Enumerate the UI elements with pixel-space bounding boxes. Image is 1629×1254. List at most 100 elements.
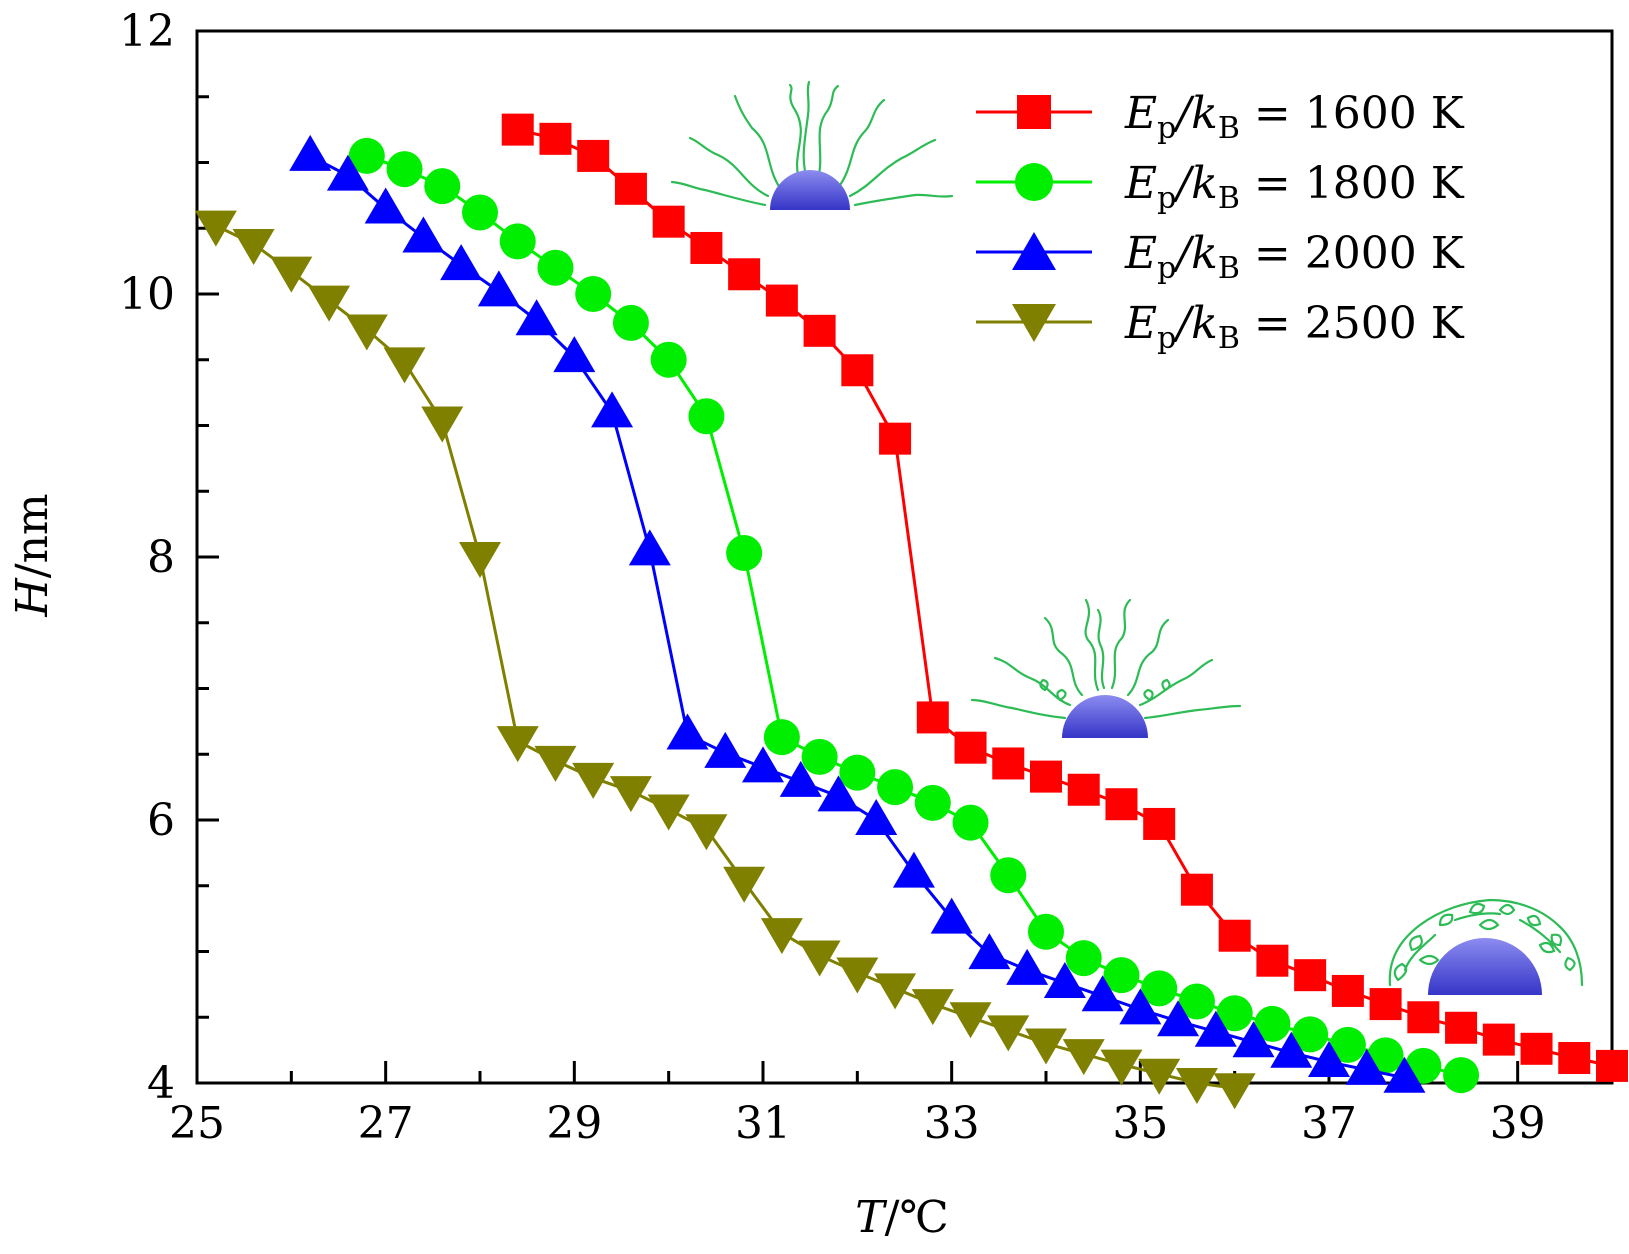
data-point-triangle-down: [308, 285, 351, 322]
data-point-square: [803, 314, 836, 347]
data-point-circle: [726, 535, 763, 572]
data-point-triangle-down: [1025, 1028, 1067, 1065]
legend-label-1600: Ep/kB = 1600 K: [1124, 88, 1465, 146]
data-point-square: [1067, 773, 1100, 806]
data-point-triangle-up: [1345, 1048, 1388, 1085]
data-point-triangle-down: [647, 794, 690, 831]
data-point-triangle-down: [194, 210, 237, 247]
data-point-square: [992, 747, 1025, 780]
series-triangle-up: [289, 134, 1426, 1093]
data-point-circle: [990, 857, 1027, 894]
data-point-triangle-up: [892, 851, 935, 888]
data-point-square: [1294, 959, 1327, 992]
data-point-circle: [1103, 957, 1140, 994]
data-point-triangle-up: [402, 216, 445, 253]
data-point-triangle-up: [1194, 1010, 1237, 1047]
series-layer: [194, 113, 1628, 1110]
data-point-triangle-down: [987, 1015, 1030, 1052]
data-point-square: [1558, 1042, 1591, 1075]
data-point-circle: [499, 223, 536, 260]
data-point-circle: [839, 754, 876, 791]
x-tick-label: 31: [735, 1098, 791, 1149]
data-point-circle: [1443, 1057, 1480, 1094]
data-point-triangle-down: [383, 347, 426, 384]
data-point-square: [1030, 760, 1062, 793]
polymer-brush-collapsed-illustration: [1388, 898, 1584, 995]
data-point-triangle-up: [1081, 975, 1124, 1012]
data-point-circle: [1141, 970, 1178, 1007]
data-point-triangle-down: [798, 940, 841, 977]
data-point-circle: [1329, 1026, 1366, 1063]
legend-entry-2500: Ep/kB = 2500 K: [976, 298, 1465, 356]
data-point-triangle-down: [270, 256, 313, 293]
data-point-circle: [537, 249, 574, 286]
data-point-triangle-down: [1138, 1058, 1181, 1095]
data-point-circle: [424, 168, 461, 205]
data-point-square: [501, 113, 534, 146]
data-point-circle: [1254, 1005, 1291, 1042]
legend-marker-triangle-up: [1012, 232, 1056, 270]
legend-label-1800: Ep/kB = 1800 K: [1124, 158, 1465, 216]
data-point-square: [577, 139, 610, 172]
data-point-triangle-down: [609, 776, 652, 813]
data-point-triangle-up: [289, 134, 332, 171]
data-point-triangle-down: [421, 406, 464, 443]
y-axis-label: H/nm: [7, 493, 58, 617]
polymer-brush-extended-illustration: [670, 80, 954, 210]
data-point-circle: [650, 341, 687, 378]
data-point-square: [1143, 807, 1176, 840]
data-point-triangle-down: [345, 314, 388, 351]
data-point-triangle-down: [572, 762, 615, 799]
data-point-triangle-up: [704, 731, 747, 768]
data-point-triangle-up: [1383, 1056, 1426, 1093]
y-tick-label: 8: [147, 532, 175, 583]
data-point-triangle-up: [779, 760, 822, 797]
data-point-triangle-down: [534, 745, 577, 782]
data-point-square: [1218, 919, 1251, 952]
data-point-circle: [1292, 1016, 1329, 1053]
data-point-triangle-up: [440, 244, 483, 281]
y-tick-label: 10: [119, 269, 175, 320]
data-point-circle: [575, 276, 612, 312]
data-point-triangle-up: [1119, 988, 1162, 1025]
x-tick-label: 37: [1301, 1098, 1357, 1149]
data-point-triangle-down: [1062, 1039, 1105, 1076]
x-tick-label: 27: [358, 1098, 414, 1149]
data-point-triangle-down: [874, 973, 917, 1010]
legend-marker-triangle-down: [1012, 304, 1056, 342]
data-point-square: [539, 122, 572, 155]
x-tick-label: 35: [1112, 1098, 1168, 1149]
data-point-triangle-up: [666, 713, 709, 750]
data-point-triangle-up: [742, 746, 784, 783]
series-triangle-down: [194, 210, 1256, 1110]
legend: Ep/kB = 1600 K Ep/kB = 1800 K Ep/kB = 20…: [976, 88, 1465, 356]
data-point-square: [1331, 974, 1364, 1007]
data-point-triangle-up: [515, 299, 558, 336]
x-tick-label: 25: [169, 1098, 225, 1149]
legend-entry-1600: Ep/kB = 1600 K: [976, 88, 1465, 146]
data-point-triangle-up: [1157, 1000, 1200, 1037]
data-point-square: [1407, 1001, 1440, 1034]
data-point-circle: [688, 398, 725, 435]
data-point-square: [690, 231, 723, 264]
x-axis-label: T/℃: [855, 1192, 948, 1243]
data-point-triangle-up: [1270, 1031, 1313, 1068]
data-point-triangle-down: [459, 542, 501, 578]
data-point-square: [916, 701, 949, 734]
data-point-triangle-down: [685, 814, 728, 851]
data-point-circle: [801, 738, 838, 775]
data-point-square: [1105, 788, 1138, 821]
data-point-square: [954, 731, 987, 764]
data-point-circle: [462, 194, 498, 231]
y-tick-label: 12: [119, 6, 175, 57]
data-point-circle: [763, 719, 800, 756]
data-point-square: [614, 172, 647, 205]
y-tick-label: 6: [147, 795, 175, 846]
data-point-triangle-down: [836, 957, 879, 994]
data-point-triangle-down: [949, 1002, 992, 1039]
data-point-triangle-down: [760, 918, 803, 955]
data-point-square: [1596, 1049, 1628, 1082]
data-point-triangle-down: [1213, 1073, 1256, 1110]
data-point-circle: [914, 784, 951, 821]
